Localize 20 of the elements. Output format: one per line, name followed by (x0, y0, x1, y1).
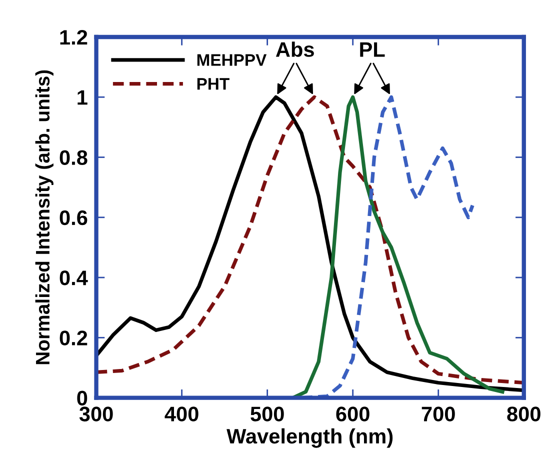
y-tick-label: 1.2 (60, 30, 88, 45)
x-tick-label: 800 (507, 406, 540, 422)
legend-label: MEHPPV (197, 54, 267, 66)
y-tick-label: 0.4 (60, 270, 88, 286)
x-tick-label: 300 (79, 406, 113, 422)
x-tick-label: 600 (336, 406, 370, 422)
legend-label: PHT (197, 78, 230, 90)
y-tick-label: 0 (77, 390, 88, 406)
y-tick-label: 1 (78, 90, 88, 105)
annotation: Abs (276, 42, 314, 57)
x-axis-title: Wavelength (nm) (226, 428, 393, 448)
line-series (291, 95, 504, 398)
y-tick-label: 0.6 (60, 210, 88, 226)
y-tick-label: 0.8 (60, 150, 88, 166)
x-tick-label: 500 (250, 406, 284, 422)
y-axis-title: Normalized Intensity (arb. units) (35, 70, 54, 364)
x-tick-label: 400 (164, 406, 198, 422)
x-tick-label: 700 (422, 406, 455, 422)
annotation: PL (360, 42, 385, 57)
y-tick-label: 0.2 (60, 330, 88, 346)
